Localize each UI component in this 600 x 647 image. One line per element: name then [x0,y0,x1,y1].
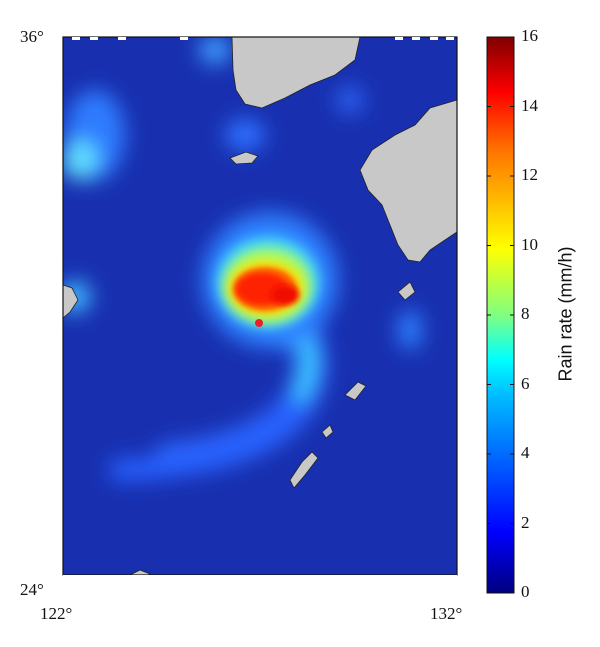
colorbar-tick-12: 12 [521,165,538,184]
kyushu-landmass [359,99,457,263]
sakishima-islands [129,569,151,575]
top-frame-ticks [72,37,454,40]
colorbar-tick-16: 16 [521,26,538,45]
lat-label-top: 36° [20,27,44,46]
colorbar-tick-6: 6 [521,374,530,393]
typhoon-eyewall [202,212,338,348]
colorbar-tick-0: 0 [521,582,530,601]
colorbar [486,36,515,594]
lat-label-bottom: 24° [20,580,44,599]
tanegashima-island [397,281,416,301]
lon-label-right: 132° [430,604,463,623]
colorbar-tick-8: 8 [521,304,530,323]
colorbar-title: Rain rate (mm/h) [555,246,576,382]
colorbar-ticks [487,36,514,524]
storm-center-marker [255,319,263,327]
colorbar-tick-2: 2 [521,513,530,532]
colorbar-tick-14: 14 [521,96,538,115]
lon-label-left: 122° [40,604,73,623]
land-masses [63,37,457,575]
amami-island [344,381,367,401]
jeju-island [229,151,259,165]
bottom-blank-band [63,575,457,578]
china-coast [63,284,79,319]
colorbar-tick-10: 10 [521,235,538,254]
ryukyu-islet [321,424,334,439]
colorbar-tick-4: 4 [521,443,530,462]
okinawa-island [289,451,319,489]
korea-landmass [231,37,361,109]
